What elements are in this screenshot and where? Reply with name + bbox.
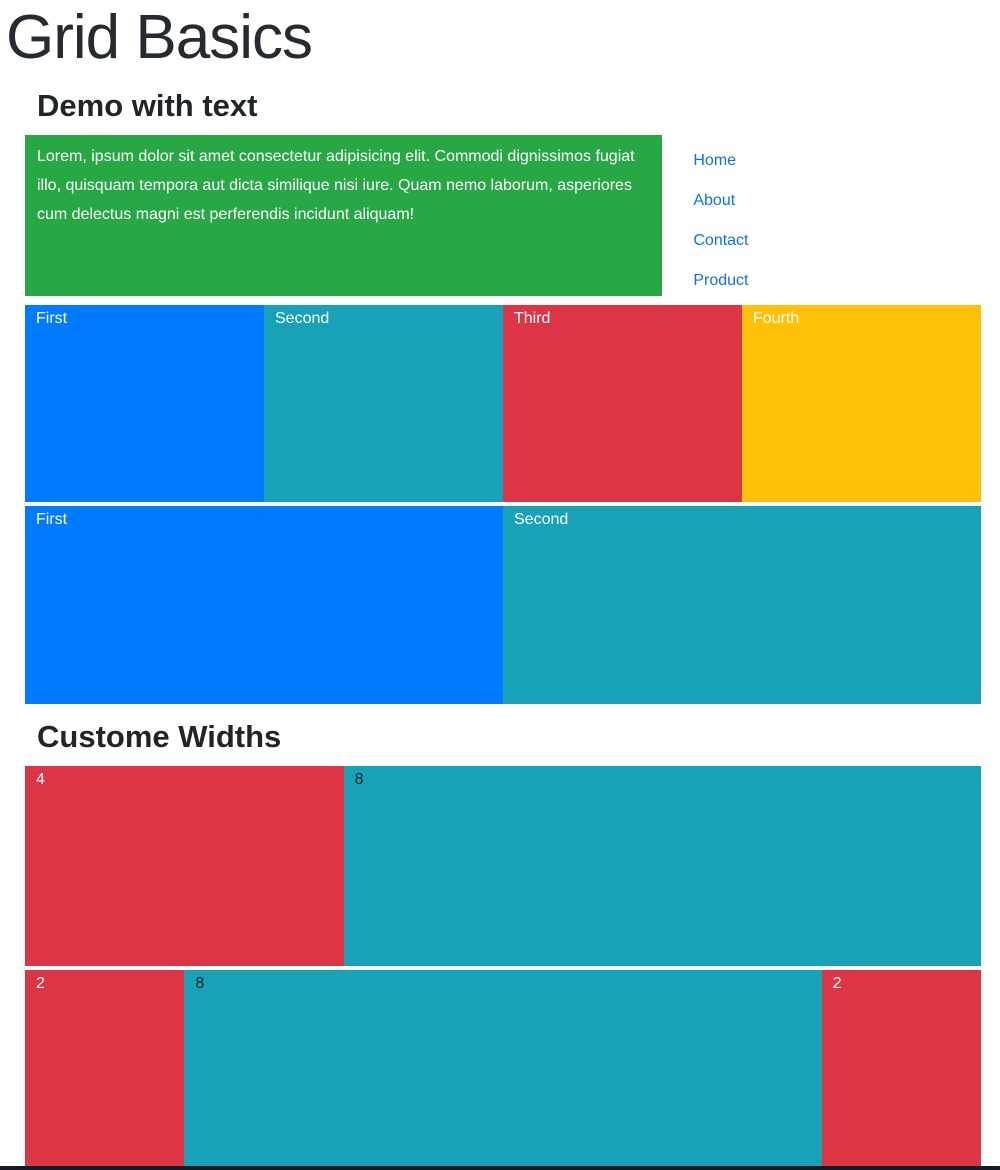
grid-cell-span4: 4	[25, 765, 344, 966]
demo-section-heading: Demo with text	[37, 88, 258, 124]
halves-row: First Second	[25, 506, 981, 705]
custom-row-2-8-2: 2 8 2	[25, 969, 981, 1166]
quarters-row: First Second Third Fourth	[25, 305, 981, 503]
nav-link-about[interactable]: About	[693, 192, 736, 210]
nav-links: Home About Contact Product	[662, 135, 981, 301]
nav-link-home[interactable]: Home	[693, 152, 737, 170]
grid-cell-first: First	[25, 305, 264, 503]
grid-cell-second: Second	[264, 305, 503, 503]
custom-row-4-8: 4 8	[25, 765, 981, 966]
grid-cell-first-half: First	[25, 506, 503, 705]
grid-cell-fourth: Fourth	[742, 305, 981, 503]
grid-cell-span2-right: 2	[821, 969, 981, 1166]
grid-cell-second-half: Second	[503, 506, 981, 705]
demo-row: Lorem, ipsum dolor sit amet consectetur …	[25, 135, 981, 301]
main-content: Demo with text Lorem, ipsum dolor sit am…	[25, 87, 981, 1166]
grid-cell-span2-left: 2	[25, 969, 185, 1166]
grid-cell-span8-mid: 8	[184, 969, 822, 1166]
nav-link-product[interactable]: Product	[693, 272, 749, 290]
intro-text-panel: Lorem, ipsum dolor sit amet consectetur …	[25, 135, 663, 297]
nav-link-contact[interactable]: Contact	[693, 232, 749, 250]
grid-cell-span8: 8	[343, 765, 981, 966]
page-title: Grid Basics	[6, 3, 313, 72]
bottom-dark-bar	[0, 1166, 1000, 1170]
custom-widths-heading: Custome Widths	[37, 719, 282, 755]
grid-cell-third: Third	[503, 305, 742, 503]
